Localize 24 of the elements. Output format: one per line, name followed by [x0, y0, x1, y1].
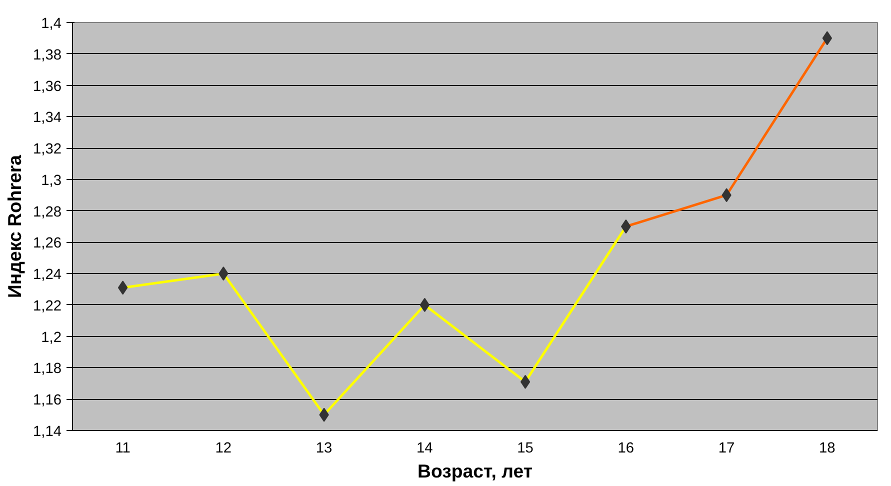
y-tick-label: 1,26 — [32, 236, 62, 252]
x-axis-title: Возраст, лет — [417, 460, 533, 482]
y-tick-label: 1,2 — [41, 330, 62, 346]
y-axis-title: Индекс Rohrera — [4, 154, 25, 298]
y-tick-label: 1,38 — [32, 47, 62, 64]
y-tick-label: 1,18 — [32, 361, 62, 378]
x-tick-label: 13 — [316, 440, 332, 456]
x-tick-label: 16 — [618, 440, 634, 456]
y-tick-label: 1,24 — [32, 267, 62, 284]
y-tick-label: 1,14 — [32, 424, 62, 440]
x-tick-label: 17 — [718, 440, 735, 456]
y-tick-label: 1,16 — [32, 392, 62, 409]
y-tick-label: 1,36 — [32, 78, 62, 95]
x-tick-label: 11 — [115, 440, 130, 456]
x-tick-label: 18 — [819, 440, 836, 456]
x-tick-label: 15 — [517, 440, 534, 456]
y-tick-label: 1,3 — [41, 172, 62, 189]
y-tick-label: 1,34 — [32, 110, 62, 126]
x-tick-label: 14 — [416, 440, 433, 456]
y-tick-label: 1,22 — [32, 298, 62, 314]
y-tick-label: 1,28 — [32, 204, 62, 220]
y-tick-label: 1,4 — [41, 16, 62, 32]
x-tick-label: 12 — [215, 440, 232, 456]
y-tick-label: 1,32 — [32, 142, 62, 158]
